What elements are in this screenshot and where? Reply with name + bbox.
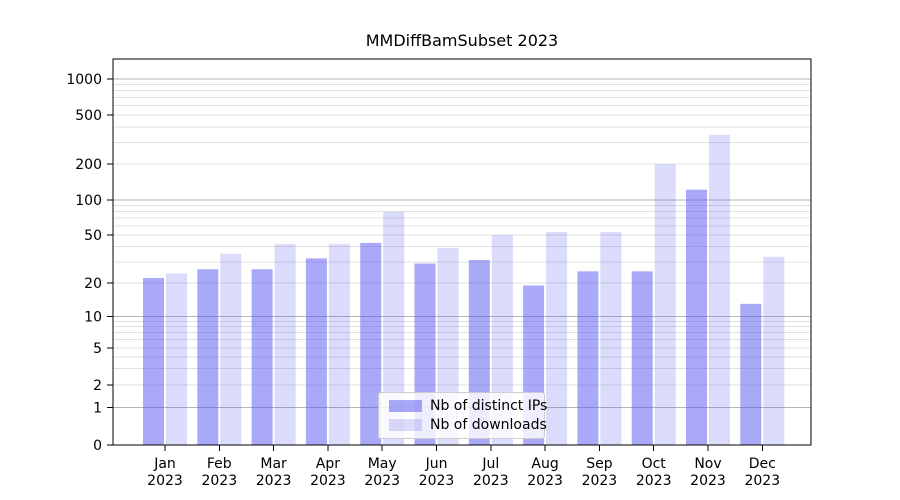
x-tick-label-year: 2023 [636,473,672,489]
x-tick-label-month: Jun [425,456,448,472]
y-tick-label: 100 [75,193,102,209]
x-tick-label-month: May [368,456,397,472]
bar-ips-may [360,242,382,445]
bar-ips-mar [251,269,273,445]
x-tick-label-month: Mar [260,456,287,472]
y-tick-label: 10 [84,310,102,326]
legend-item-downloads: Nb of downloads [389,417,547,433]
bar-downloads-apr [328,244,350,445]
y-tick-label: 0 [93,438,102,454]
x-tick-label-year: 2023 [147,473,183,489]
bar-downloads-mar [274,244,296,445]
legend-swatch-distinct-ips [389,400,422,412]
x-tick-label-year: 2023 [419,473,455,489]
y-tick-label: 1 [93,401,102,417]
x-tick-label-year: 2023 [473,473,509,489]
bar-downloads-may [383,211,405,445]
legend-swatch-downloads [389,419,422,431]
y-tick-label: 5 [93,341,102,357]
y-tick-label: 500 [75,108,102,124]
bar-ips-nov [686,189,707,445]
y-tick-label: 50 [84,228,102,244]
x-tick-label-year: 2023 [310,473,346,489]
bar-ips-apr [305,258,327,445]
x-tick-label-month: Nov [694,456,721,472]
bar-downloads-feb [220,253,242,445]
bar-downloads-oct [654,164,676,445]
y-tick-label: 20 [84,276,102,292]
x-tick-label-year: 2023 [364,473,400,489]
bar-downloads-nov [709,134,730,445]
bar-ips-dec [740,303,762,445]
x-tick-label-year: 2023 [201,473,237,489]
x-tick-label-month: Dec [749,456,776,472]
x-tick-label-month: Jul [481,456,499,472]
x-tick-label-year: 2023 [582,473,618,489]
legend: Nb of distinct IPs Nb of downloads [378,392,547,439]
bar-downloads-aug [546,232,568,445]
x-tick-label-month: Apr [316,456,340,472]
x-tick-label-year: 2023 [744,473,780,489]
bar-downloads-sep [600,232,622,445]
bar-ips-jan [143,278,164,445]
x-tick-label-year: 2023 [256,473,292,489]
y-tick-label: 1000 [66,72,102,88]
x-tick-label-year: 2023 [527,473,563,489]
x-tick-label-month: Feb [207,456,232,472]
chart-title: MMDiffBamSubset 2023 [365,31,559,50]
x-tick-label-month: Aug [531,456,558,472]
legend-label-downloads: Nb of downloads [430,417,547,433]
x-tick-label-month: Sep [586,456,613,472]
bar-downloads-jan [166,273,187,445]
bar-ips-oct [631,271,653,445]
legend-item-distinct-ips: Nb of distinct IPs [389,398,547,414]
x-tick-label-year: 2023 [690,473,726,489]
legend-label-distinct-ips: Nb of distinct IPs [430,398,548,414]
x-tick-label-month: Oct [642,456,667,472]
bar-ips-sep [577,271,599,445]
bar-ips-feb [197,269,219,445]
bar-downloads-dec [763,256,785,445]
y-tick-label: 2 [93,378,102,394]
axes-spines [112,58,812,446]
x-tick-label-month: Jan [153,456,176,472]
y-tick-label: 200 [75,157,102,173]
